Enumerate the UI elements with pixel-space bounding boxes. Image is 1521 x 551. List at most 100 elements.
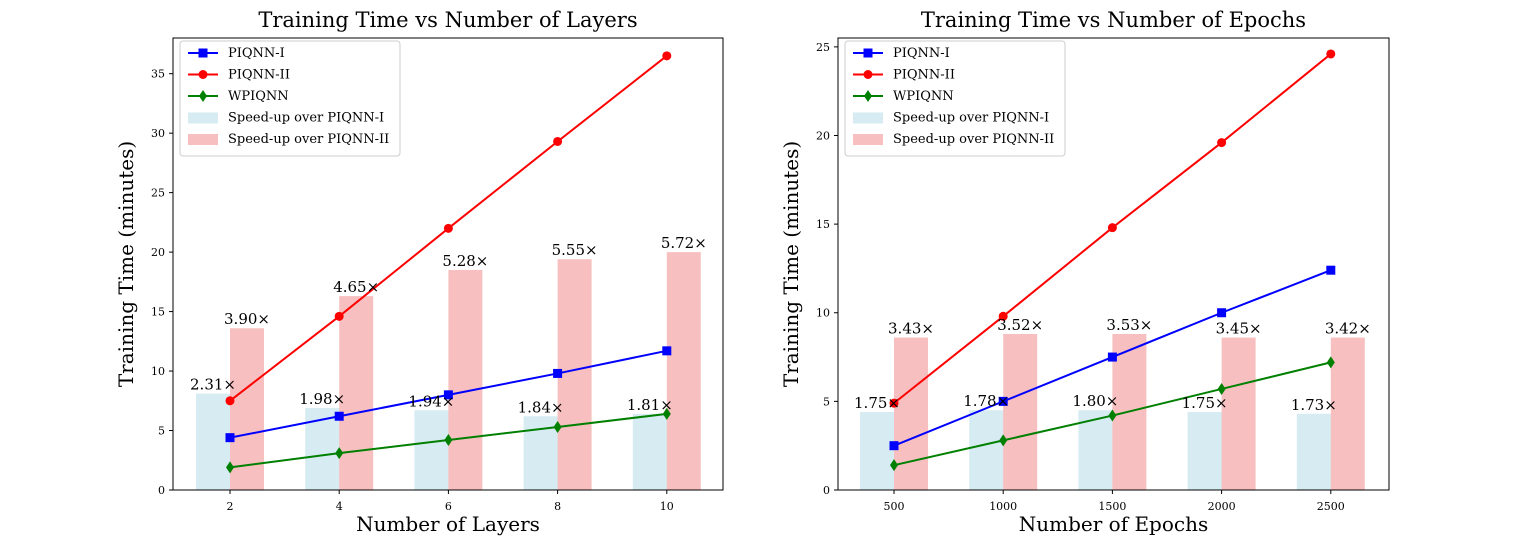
chart-title: Training Time vs Number of Layers: [258, 8, 637, 32]
speedup-piqnn2-label-4: 5.72×: [661, 234, 707, 252]
speedup-piqnn1-label-0: 2.31×: [190, 376, 236, 394]
x-tick-label-1: 4: [336, 500, 343, 513]
speedup-piqnn2-bar-3: [557, 259, 592, 490]
series-point-piqnn-ii-0: [889, 398, 899, 408]
series-point-wpiqnn-2: [1108, 409, 1117, 422]
legend-marker-piqnn-ii: [198, 70, 208, 79]
series-point-piqnn-i-2: [1107, 352, 1117, 362]
speedup-piqnn1-bar-3: [1187, 412, 1222, 490]
series-point-wpiqnn-4: [662, 407, 671, 420]
speedup-piqnn1-label-4: 1.73×: [1291, 396, 1337, 414]
speedup-piqnn2-label-3: 5.55×: [552, 241, 598, 259]
speedup-piqnn1-bar-2: [1078, 410, 1113, 490]
series-point-wpiqnn-0: [226, 461, 234, 474]
legend-box: [179, 40, 401, 157]
speedup-piqnn2-bar-4: [666, 252, 701, 490]
series-point-piqnn-i-0: [889, 441, 899, 451]
x-tick-label-3: 8: [554, 500, 561, 513]
y-axis-label: Training Time (minutes): [114, 141, 138, 387]
series-point-wpiqnn-3: [1217, 382, 1226, 395]
series-point-piqnn-i-1: [334, 411, 344, 421]
series-point-piqnn-ii-4: [1326, 49, 1336, 59]
chart-training-time-vs-layers: 2.31× 1.98× 1.94× 1.84× 1.81× 3.90× 4.65× 5.28×…: [114, 8, 724, 536]
legend-swatch-speedup-1: [188, 134, 218, 145]
speedup-piqnn1-bar-2: [414, 410, 449, 490]
series-point-piqnn-ii-3: [1217, 138, 1227, 148]
speedup-piqnn2-label-2: 5.28×: [442, 252, 488, 270]
y-tick-label-5: 25: [816, 41, 830, 54]
speedup-piqnn1-label-2: 1.94×: [408, 392, 454, 410]
speedup-piqnn2-label-4: 3.42×: [1325, 320, 1371, 338]
speedup-piqnn2-bar-0: [894, 337, 928, 490]
series-point-wpiqnn-2: [444, 434, 453, 447]
series-point-piqnn-i-4: [662, 346, 672, 356]
legend-label-piqnn-i: PIQNN-I: [893, 46, 950, 61]
x-tick-label-1: 1000: [989, 500, 1017, 513]
y-axis-label: Training Time (minutes): [779, 141, 803, 387]
legend-label-piqnn-ii: PIQNN-II: [893, 68, 955, 83]
legend-label-speedup-0: Speed-up over PIQNN-I: [228, 111, 384, 126]
legend-swatch-speedup-0: [188, 112, 218, 124]
x-tick-label-2: 6: [445, 500, 452, 513]
speedup-piqnn2-bar-1: [339, 296, 374, 490]
series-point-piqnn-i-2: [443, 390, 453, 400]
x-tick-label-4: 2500: [1317, 500, 1345, 513]
speedup-piqnn1-label-1: 1.98×: [299, 390, 345, 408]
speedup-piqnn2-label-3: 3.45×: [1216, 320, 1262, 338]
speedup-piqnn1-label-3: 1.75×: [1182, 394, 1228, 412]
speedup-piqnn2-label-1: 4.65×: [333, 278, 379, 296]
legend-marker-piqnn-i: [863, 48, 873, 58]
y-tick-label-4: 20: [151, 246, 165, 259]
legend-swatch-speedup-0: [853, 112, 883, 124]
y-tick-label-4: 20: [816, 129, 830, 142]
speedup-piqnn2-label-2: 3.53×: [1106, 316, 1152, 334]
legend-marker-wpiqnn: [199, 90, 207, 102]
legend-box: [844, 40, 1066, 157]
speedup-piqnn1-label-3: 1.84×: [518, 398, 564, 416]
legend-label-speedup-1: Speed-up over PIQNN-II: [893, 132, 1054, 147]
speedup-piqnn1-bar-4: [632, 413, 667, 490]
series-point-piqnn-ii-1: [998, 311, 1008, 321]
speedup-piqnn1-label-2: 1.80×: [1072, 392, 1118, 410]
speedup-piqnn2-bar-3: [1221, 337, 1256, 490]
series-point-piqnn-i-4: [1326, 265, 1336, 275]
series-point-piqnn-ii-3: [553, 136, 563, 146]
speedup-piqnn1-bar-4: [1296, 413, 1331, 490]
x-tick-label-3: 2000: [1208, 500, 1236, 513]
speedup-piqnn1-bar-0: [196, 393, 230, 490]
series-point-wpiqnn-3: [553, 420, 562, 433]
series-point-piqnn-ii-2: [443, 223, 453, 233]
series-point-piqnn-i-0: [225, 433, 235, 443]
speedup-piqnn2-bar-1: [1003, 334, 1038, 490]
speedup-piqnn2-label-0: 3.43×: [888, 320, 934, 338]
x-tick-label-4: 10: [660, 500, 674, 513]
speedup-piqnn2-label-0: 3.90×: [224, 310, 270, 328]
series-point-piqnn-i-1: [998, 396, 1008, 406]
plot-frame: [837, 37, 1390, 491]
y-tick-label-7: 35: [151, 68, 165, 81]
legend-label-wpiqnn: WPIQNN: [893, 89, 954, 104]
legend-label-speedup-1: Speed-up over PIQNN-II: [228, 132, 389, 147]
legend-label-piqnn-i: PIQNN-I: [228, 46, 285, 61]
series-point-wpiqnn-0: [890, 459, 898, 472]
speedup-piqnn2-bar-4: [1330, 337, 1365, 490]
series-point-piqnn-ii-4: [662, 51, 672, 61]
y-tick-label-1: 5: [823, 395, 830, 408]
series-point-piqnn-i-3: [553, 368, 563, 378]
legend-marker-piqnn-ii: [863, 70, 873, 79]
series-point-piqnn-ii-0: [225, 396, 235, 406]
legend-label-wpiqnn: WPIQNN: [228, 89, 289, 104]
series-point-wpiqnn-4: [1326, 356, 1335, 369]
y-tick-label-6: 30: [151, 127, 165, 140]
speedup-piqnn2-label-1: 3.52×: [997, 316, 1043, 334]
x-tick-label-0: 500: [884, 500, 905, 513]
chart-title: Training Time vs Number of Epochs: [921, 8, 1306, 32]
y-tick-label-5: 25: [151, 187, 165, 200]
y-tick-label-3: 15: [816, 218, 830, 231]
speedup-piqnn1-bar-0: [860, 412, 894, 490]
y-tick-label-2: 10: [816, 307, 830, 320]
y-tick-label-0: 0: [823, 484, 830, 497]
speedup-piqnn2-bar-2: [448, 269, 483, 490]
speedup-piqnn1-bar-1: [969, 410, 1004, 490]
